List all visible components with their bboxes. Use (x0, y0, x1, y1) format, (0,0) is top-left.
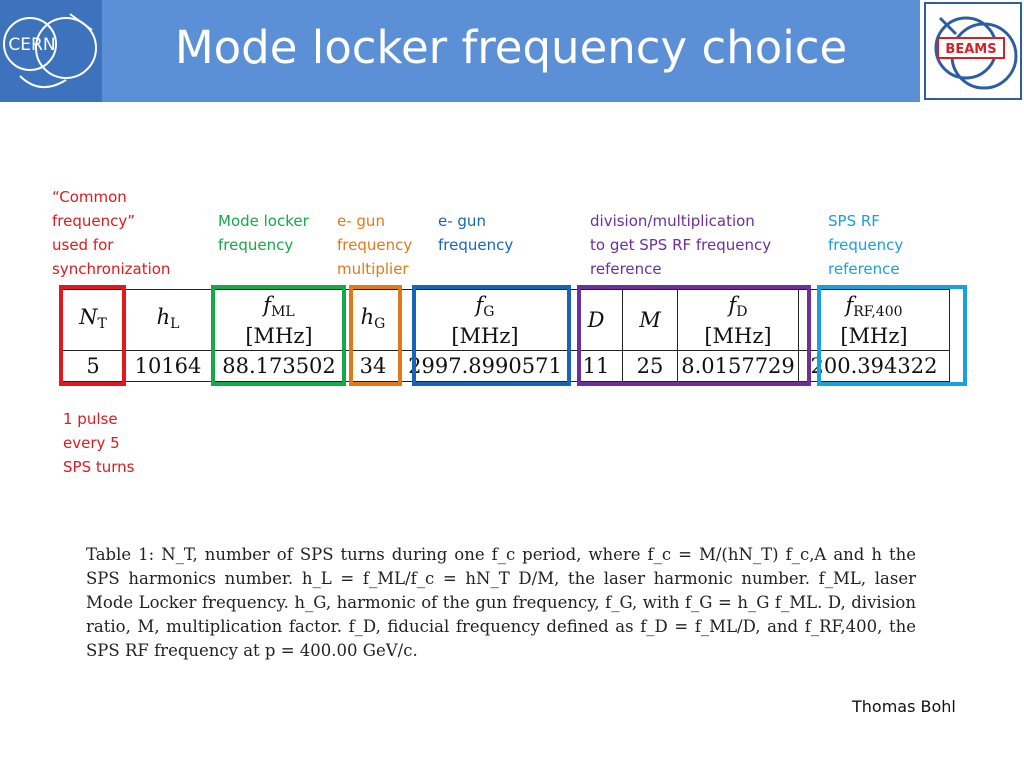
slide-header: CERN Mode locker frequency choice BEAMS (0, 0, 1024, 102)
col-header-m: M (622, 289, 678, 351)
col-header-nt: NT (62, 289, 124, 351)
cern-logo-text: CERN (8, 35, 55, 55)
table-caption: Table 1: N_T, number of SPS turns during… (86, 545, 916, 660)
common-frequency-note: “Common frequency” used for synchronizat… (52, 188, 171, 278)
slide-title: Mode locker frequency choice (174, 21, 848, 74)
division-highlight-box (577, 285, 811, 386)
fml-highlight-box (211, 285, 346, 386)
value-hg: 34 (345, 350, 401, 382)
fg-highlight-box (412, 285, 571, 386)
gun-frequency-note: e- gun frequency (438, 212, 514, 254)
author-name: Thomas Bohl (852, 697, 956, 716)
value-fd: 8.0157729 (677, 350, 799, 382)
unit-label: [MHz] (840, 323, 908, 348)
gun-multiplier-note: e- gun frequency multiplier (337, 212, 413, 278)
col-header-hl: hL (123, 289, 213, 351)
frf-highlight-box (817, 285, 967, 386)
one-pulse-note: 1 pulse every 5 SPS turns (63, 410, 135, 476)
value-fml: 88.173502 (212, 350, 346, 382)
unit-label: [MHz] (245, 323, 313, 348)
value-fg: 2997.8990571 (400, 350, 570, 382)
sps-rf-note: SPS RF frequency reference (828, 212, 904, 278)
beams-logo-text: BEAMS (945, 42, 996, 57)
value-frf: 200.394322 (798, 350, 950, 382)
unit-label: [MHz] (451, 323, 519, 348)
beams-logo: BEAMS (924, 2, 1022, 100)
col-header-frf: fRF,400 [MHz] (798, 289, 950, 351)
col-header-hg: hG (345, 289, 401, 351)
value-m: 25 (622, 350, 678, 382)
unit-label: [MHz] (704, 323, 772, 348)
value-nt: 5 (62, 350, 124, 382)
division-note: division/multiplication to get SPS RF fr… (590, 212, 772, 278)
mode-locker-note: Mode locker frequency (218, 212, 309, 254)
table-header-row: NT hL fML [MHz] hG fG [MHz] D M fD [MHz] fR… (62, 289, 950, 351)
table-row: 5 10164 88.173502 34 2997.8990571 11 25 … (62, 350, 950, 382)
parameter-table: NT hL fML [MHz] hG fG [MHz] D M fD [MHz] fR… (62, 289, 950, 382)
cern-logo: CERN (0, 0, 102, 102)
title-band (102, 0, 920, 102)
nt-highlight-box (59, 285, 126, 386)
hg-highlight-box (349, 285, 402, 386)
value-hl: 10164 (123, 350, 213, 382)
